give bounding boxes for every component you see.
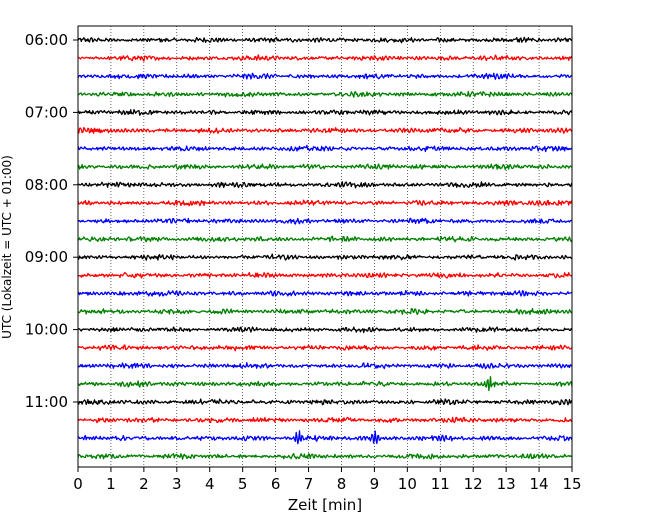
y-tick-label: 07:00 xyxy=(25,103,68,121)
x-tick-label: 9 xyxy=(370,475,380,493)
seismic-trace xyxy=(77,181,573,189)
x-tick-label: 0 xyxy=(73,475,83,493)
seismic-trace xyxy=(77,126,573,134)
seismic-trace xyxy=(77,144,573,153)
seismic-trace xyxy=(77,109,573,116)
x-tick-label: 5 xyxy=(238,475,248,493)
y-tick-label: 06:00 xyxy=(25,31,68,49)
traces xyxy=(77,36,573,460)
seismic-trace xyxy=(77,54,573,62)
x-tick-label: 12 xyxy=(464,475,483,493)
seismic-trace xyxy=(77,163,572,171)
x-tick-label: 3 xyxy=(172,475,182,493)
seismic-trace xyxy=(77,235,573,243)
seismic-trace xyxy=(77,416,573,424)
x-tick-label: 2 xyxy=(139,475,149,493)
y-tick-label: 10:00 xyxy=(25,321,68,339)
seismic-trace xyxy=(77,362,573,370)
x-tick-label: 11 xyxy=(431,475,450,493)
seismic-trace xyxy=(77,199,573,207)
x-tick-label: 10 xyxy=(398,475,417,493)
x-axis-ticks: 0 1 2 3 4 5 6 7 8 9 10 11 12 13 14 15 xyxy=(73,467,582,493)
x-tick-label: 14 xyxy=(530,475,549,493)
y-tick-label: 08:00 xyxy=(25,176,68,194)
x-tick-label: 8 xyxy=(337,475,347,493)
seismic-trace xyxy=(77,307,573,316)
seismic-trace xyxy=(77,344,573,352)
y-axis-label: UTC (Lokalzeit = UTC + 01:00) xyxy=(0,155,14,339)
x-tick-label: 15 xyxy=(562,475,581,493)
seismic-trace xyxy=(77,290,573,297)
x-tick-label: 4 xyxy=(205,475,215,493)
seismic-trace xyxy=(77,452,573,460)
y-axis-ticks: 06:00 07:00 08:00 09:00 10:00 11:00 xyxy=(25,31,78,411)
seismic-trace xyxy=(77,36,573,44)
seismic-trace xyxy=(77,72,572,80)
seismic-trace xyxy=(77,398,573,406)
y-tick-label: 09:00 xyxy=(25,248,68,266)
seismic-trace xyxy=(77,253,573,261)
seismic-trace xyxy=(77,375,573,392)
x-tick-label: 6 xyxy=(271,475,281,493)
plot-frame xyxy=(77,25,573,468)
plot-background xyxy=(78,26,572,467)
seismic-trace xyxy=(77,217,573,225)
x-tick-label: 1 xyxy=(106,475,116,493)
seismic-trace xyxy=(78,90,573,98)
x-tick-label: 13 xyxy=(497,475,516,493)
seismic-trace xyxy=(77,430,573,445)
seismic-trace xyxy=(77,326,573,334)
seismic-trace xyxy=(77,271,573,279)
x-tick-label: 7 xyxy=(304,475,314,493)
y-tick-label: 11:00 xyxy=(25,393,68,411)
x-axis-label: Zeit [min] xyxy=(288,496,362,514)
